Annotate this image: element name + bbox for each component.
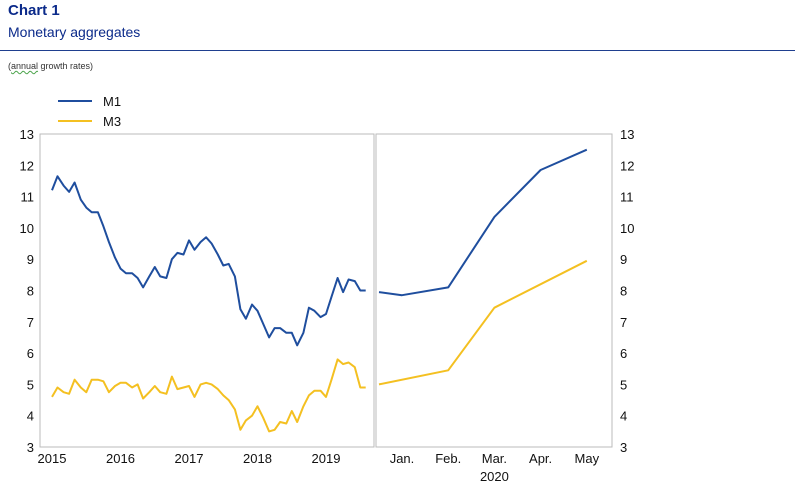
- units-note: (annual growth rates): [8, 61, 93, 71]
- x-tick-label-year: 2016: [106, 451, 135, 466]
- x-axis-year-label: 2020: [480, 469, 509, 484]
- y-tick-label-right: 13: [620, 127, 634, 142]
- x-tick-label-year: 2017: [175, 451, 204, 466]
- y-tick-label-right: 4: [620, 409, 627, 424]
- series-line-m1-2020: [378, 148, 588, 297]
- legend-label-m1: M1: [103, 94, 121, 109]
- y-tick-label-left: 8: [27, 284, 34, 299]
- header-divider: [0, 50, 795, 51]
- y-tick-label-left: 6: [27, 346, 34, 361]
- x-tick-label-year: 2015: [38, 451, 67, 466]
- x-axis-months: Jan. Feb. Mar. Apr. May 2020: [390, 451, 600, 484]
- y-tick-label-left: 7: [27, 315, 34, 330]
- x-tick-label-year: 2018: [243, 451, 272, 466]
- units-word: annual: [11, 61, 39, 71]
- left-y-axis: 3 4 5 6 7 8 9 10 11 12 13: [20, 127, 34, 455]
- y-tick-label-left: 5: [27, 377, 34, 392]
- x-tick-label-month: May: [575, 451, 600, 466]
- x-tick-label-month: Mar.: [482, 451, 507, 466]
- x-axis-years: 2015 2016 2017 2018 2019: [38, 451, 341, 466]
- series-line-m1-2015-2019: [51, 175, 366, 347]
- series-lines: [51, 148, 588, 433]
- x-tick-label-month: Jan.: [390, 451, 415, 466]
- x-tick-label-year: 2019: [312, 451, 341, 466]
- x-tick-label-month: Feb.: [435, 451, 461, 466]
- y-tick-label-left: 12: [20, 158, 34, 173]
- y-tick-label-left: 9: [27, 252, 34, 267]
- right-panel-frame: [375, 133, 613, 448]
- chart-number: Chart 1: [8, 2, 60, 19]
- y-tick-label-right: 7: [620, 315, 627, 330]
- units-prefix: (: [8, 61, 11, 71]
- units-rest: growth rates): [38, 61, 94, 71]
- legend-label-m3: M3: [103, 114, 121, 129]
- y-tick-label-right: 11: [620, 190, 634, 205]
- y-tick-label-left: 4: [27, 409, 34, 424]
- y-tick-label-right: 10: [620, 221, 634, 236]
- y-tick-label-right: 12: [620, 158, 634, 173]
- series-line-m3-2020: [378, 259, 588, 386]
- y-tick-label-right: 5: [620, 377, 627, 392]
- right-y-axis: 3 4 5 6 7 8 9 10 11 12 13: [620, 127, 634, 455]
- left-panel-frame: [39, 133, 375, 448]
- y-tick-label-right: 3: [620, 440, 627, 455]
- y-tick-label-right: 6: [620, 346, 627, 361]
- panel-frames: [39, 133, 613, 448]
- chart-title: Monetary aggregates: [8, 24, 141, 40]
- y-tick-label-right: 9: [620, 252, 627, 267]
- y-tick-label-right: 8: [620, 284, 627, 299]
- y-tick-label-left: 13: [20, 127, 34, 142]
- series-line-m3-2015-2019: [51, 358, 366, 433]
- x-tick-label-month: Apr.: [529, 451, 552, 466]
- y-tick-label-left: 11: [21, 190, 35, 205]
- y-tick-label-left: 3: [27, 440, 34, 455]
- y-tick-label-left: 10: [20, 221, 34, 236]
